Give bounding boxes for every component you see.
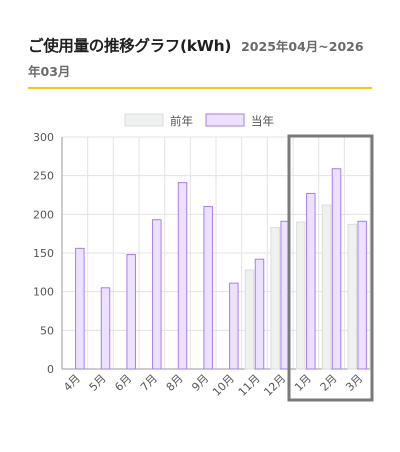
bar-current-year (254, 258, 265, 370)
x-tick-label: 3月 (343, 372, 365, 394)
x-tick-label: 12月 (261, 372, 288, 399)
bar-current-year (177, 182, 188, 370)
header-divider (28, 87, 372, 89)
x-tick-label: 4月 (61, 372, 83, 394)
bar-current-year (152, 219, 162, 370)
x-tick-label: 1月 (292, 372, 314, 394)
x-tick-label: 5月 (87, 372, 109, 394)
x-tick-label: 2月 (318, 372, 340, 394)
period-label: 2025年04月~2026年03月 (28, 39, 364, 79)
page-title: ご使用量の推移グラフ(kWh) (28, 37, 232, 55)
legend-label: 当年 (251, 114, 274, 128)
bar-current-year (203, 206, 213, 370)
bar-prev-year (321, 204, 332, 370)
y-tick-label: 100 (33, 286, 54, 299)
bar-current-year (126, 254, 136, 370)
legend-swatch (205, 113, 245, 127)
legend-swatch (124, 113, 164, 127)
x-tick-label: 6月 (112, 372, 134, 394)
x-tick-label: 7月 (138, 372, 160, 394)
y-tick-label: 250 (33, 170, 54, 183)
bar-prev-year (296, 221, 306, 370)
legend-label: 前年 (170, 114, 193, 128)
highlight-box (287, 134, 374, 402)
x-tick-label: 8月 (164, 372, 186, 394)
x-tick-label: 11月 (236, 372, 263, 399)
bar-current-year (229, 282, 239, 370)
bar-current-year (357, 220, 367, 370)
bar-current-year (306, 192, 316, 370)
y-tick-label: 50 (40, 324, 54, 337)
bar-current-year (331, 168, 342, 370)
bar-current-year (75, 247, 85, 370)
x-tick-label: 10月 (210, 372, 237, 399)
chart-header: ご使用量の推移グラフ(kWh) 2025年04月~2026年03月 (28, 34, 374, 84)
y-tick-label: 200 (33, 208, 54, 221)
y-tick-label: 150 (33, 247, 54, 260)
bar-prev-year (244, 269, 255, 370)
bar-prev-year (270, 226, 280, 370)
bar-current-year (100, 287, 111, 370)
y-tick-label: 300 (33, 131, 54, 144)
y-tick-label: 0 (47, 363, 54, 376)
x-tick-label: 9月 (189, 372, 211, 394)
bar-prev-year (347, 223, 357, 370)
